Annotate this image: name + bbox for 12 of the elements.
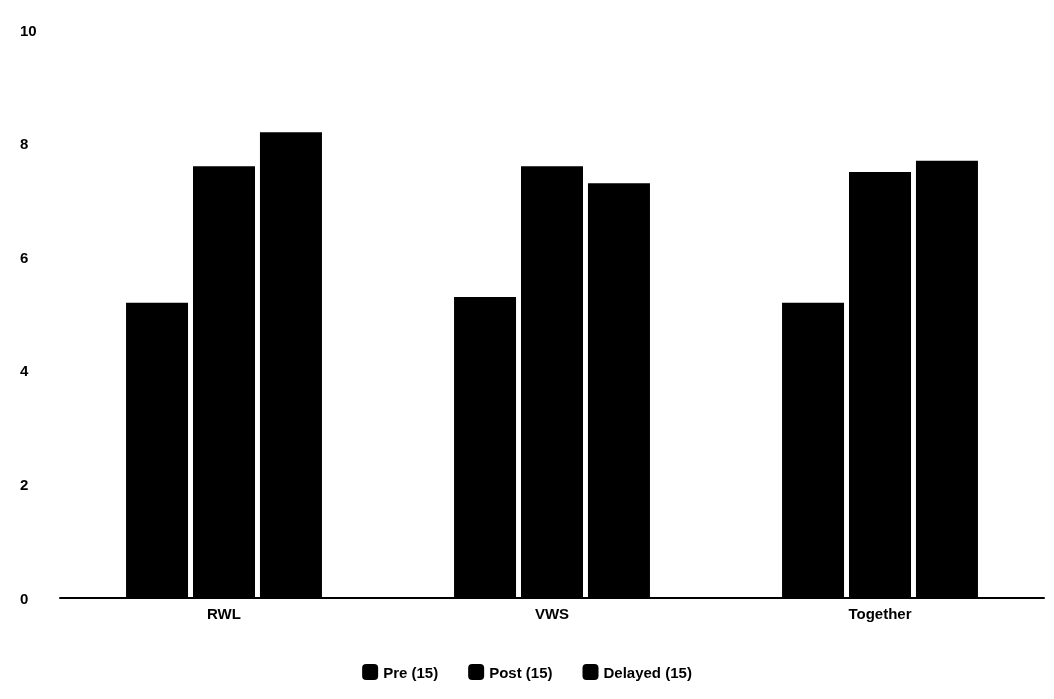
legend-label: Post (15) xyxy=(489,663,553,681)
y-tick-label: 8 xyxy=(20,135,29,153)
x-tick-label: Together xyxy=(848,605,912,622)
legend-label: Pre (15) xyxy=(383,663,439,681)
y-tick-label: 4 xyxy=(20,362,29,380)
x-tick-label: VWS xyxy=(534,605,570,622)
x-tick-label: RWL xyxy=(207,605,241,622)
y-tick-label: 6 xyxy=(20,248,29,266)
y-tick-label: 2 xyxy=(20,475,29,493)
legend-label: Delayed (15) xyxy=(603,663,692,681)
y-tick-label: 0 xyxy=(20,589,29,607)
y-tick-label: 10 xyxy=(20,21,37,39)
